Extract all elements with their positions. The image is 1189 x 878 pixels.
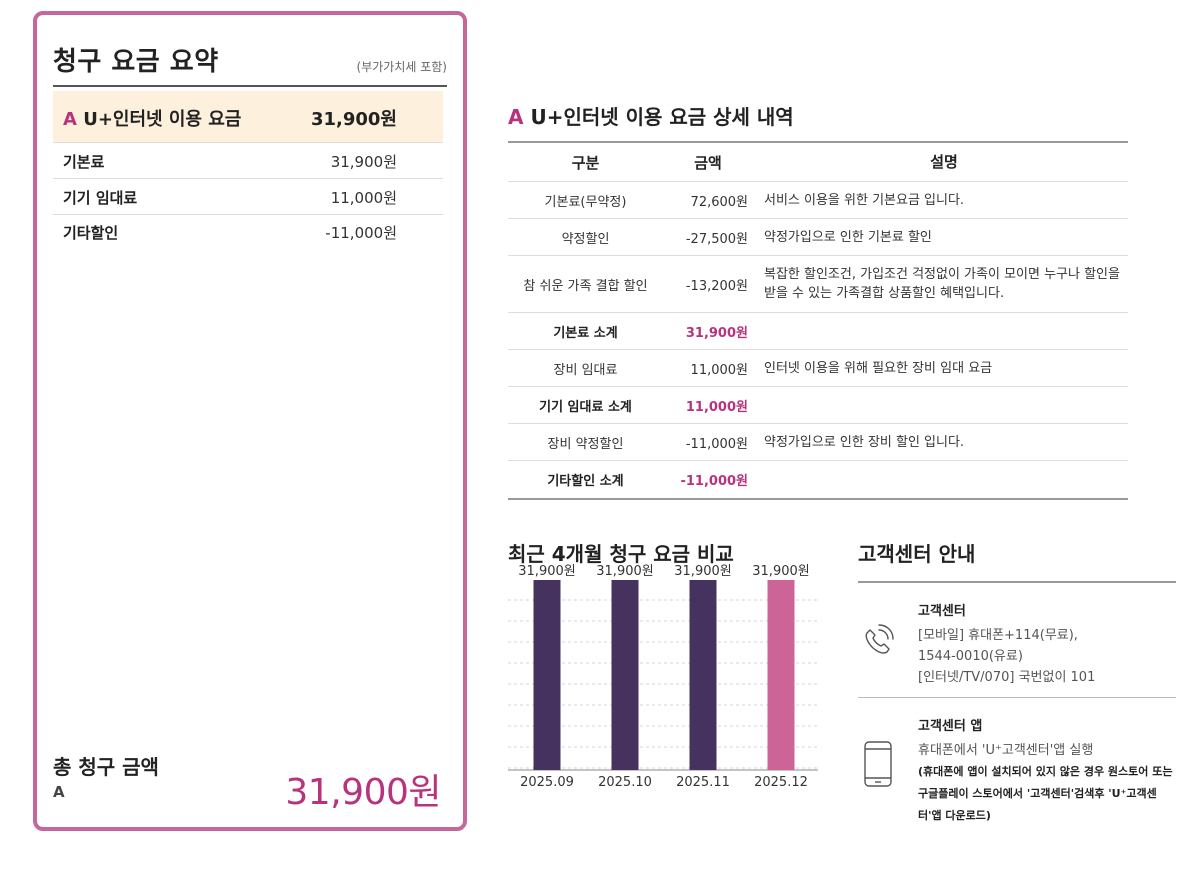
table-subtotal-row: 기기 임대료 소계 11,000원 xyxy=(508,387,1128,424)
summary-service-amount: 31,900원 xyxy=(310,109,397,130)
app-note: (휴대폰에 앱이 설치되어 있지 않은 경우 원스토어 또는 xyxy=(918,765,1173,778)
x-tick-label: 2025.10 xyxy=(598,775,652,790)
summary-row-label: 기타할인 xyxy=(63,224,119,242)
row-description xyxy=(764,313,1124,349)
summary-row-value: -11,000원 xyxy=(325,224,397,242)
table-header-row: 구분 금액 설명 xyxy=(508,143,1128,182)
bar-2025.11 xyxy=(689,580,717,770)
summary-service-name: A U+인터넷 이용 요금 xyxy=(63,105,241,131)
bill-comparison-chart: 31,900원 2025.09 31,900원 2025.10 31,900원 2025.… xyxy=(508,564,818,790)
row-amount: -11,000원 xyxy=(680,474,748,489)
vat-note: (부가가치세 포함) xyxy=(356,60,447,74)
row-description: 서비스 이용을 위한 기본요금 입니다. xyxy=(764,192,965,208)
table-subtotal-row: 기타할인 소계 -11,000원 xyxy=(508,461,1128,498)
row-category: 기타할인 소계 xyxy=(547,474,624,489)
detail-table: 구분 금액 설명 기본료(무약정) 72,600원 서비스 이용을 위한 기본요… xyxy=(508,141,1128,500)
detail-title: A U+인터넷 이용 요금 상세 내역 xyxy=(508,101,794,130)
detail-title-prefix: A xyxy=(508,105,524,129)
app-line: 휴대폰에서 'U⁺고객센터'앱 실행 xyxy=(918,743,1094,758)
table-row: 참 쉬운 가족 결합 할인 -13,200원 복잡한 할인조건, 가입조건 걱정… xyxy=(508,256,1128,313)
table-row: 약정할인 -27,500원 약정가입으로 인한 기본료 할인 xyxy=(508,219,1128,256)
x-tick-label: 2025.11 xyxy=(676,775,730,790)
service-name: U+인터넷 이용 요금 xyxy=(83,109,242,130)
x-tick-label: 2025.12 xyxy=(754,775,808,790)
header-amount: 금액 xyxy=(694,153,722,172)
bar-2025.10 xyxy=(611,580,639,770)
app-note: 터'앱 다운로드) xyxy=(918,809,991,822)
app-head: 고객센터 앱 xyxy=(918,719,983,734)
center-line: [모바일] 휴대폰+114(무료), xyxy=(918,628,1078,643)
center-head: 고객센터 xyxy=(918,604,966,619)
row-amount: -11,000원 xyxy=(685,436,748,452)
summary-row-label: 기기 임대료 xyxy=(63,189,138,207)
summary-header: 청구 요금 요약 (부가가치세 포함) xyxy=(53,41,447,87)
row-amount: 11,000원 xyxy=(690,362,748,378)
row-category: 장비 임대료 xyxy=(553,362,618,378)
center-line: 1544-0010(유료) xyxy=(918,649,1023,664)
row-category: 장비 약정할인 xyxy=(547,436,624,452)
table-row: 장비 약정할인 -11,000원 약정가입으로 인한 장비 할인 입니다. xyxy=(508,424,1128,461)
row-amount: 31,900원 xyxy=(685,325,748,341)
row-description xyxy=(764,387,1124,423)
table-subtotal-row: 기본료 소계 31,900원 xyxy=(508,313,1128,350)
row-category: 참 쉬운 가족 결합 할인 xyxy=(523,278,648,294)
center-line: [인터넷/TV/070] 국번없이 101 xyxy=(918,670,1096,685)
row-amount: -13,200원 xyxy=(685,278,748,294)
total-label: 총 청구 금액 xyxy=(53,755,159,779)
x-tick-label: 2025.09 xyxy=(520,775,574,790)
row-amount: 72,600원 xyxy=(690,194,748,210)
total-amount: 31,900원 xyxy=(285,772,441,813)
mobile-phone-icon xyxy=(864,741,892,787)
summary-row-other-discount: 기타할인 -11,000원 xyxy=(53,214,443,250)
customer-center-title: 고객센터 안내 xyxy=(858,542,976,566)
summary-row-value: 31,900원 xyxy=(330,153,397,171)
row-category: 기본료 소계 xyxy=(553,325,618,341)
data-label: 31,900원 xyxy=(752,564,809,579)
row-category: 약정할인 xyxy=(561,231,610,247)
summary-row-basic-fee: 기본료 31,900원 xyxy=(53,143,443,179)
row-amount: 11,000원 xyxy=(685,399,748,415)
row-description: 인터넷 이용을 위해 필요한 장비 임대 요금 xyxy=(764,360,993,376)
app-note: 구글플레이 스토어에서 '고객센터'검색후 'U⁺고객센 xyxy=(918,787,1157,800)
header-description: 설명 xyxy=(930,152,958,171)
summary-row-device-rental: 기기 임대료 11,000원 xyxy=(53,179,443,215)
divider xyxy=(858,581,1176,583)
table-row: 기본료(무약정) 72,600원 서비스 이용을 위한 기본요금 입니다. xyxy=(508,182,1128,219)
customer-center-app-info: 고객센터 앱 휴대폰에서 'U⁺고객센터'앱 실행 (휴대폰에 앱이 설치되어 … xyxy=(918,715,1183,827)
data-label: 31,900원 xyxy=(596,564,653,579)
summary-service-row: A U+인터넷 이용 요금 31,900원 xyxy=(53,91,443,143)
row-description: 약정가입으로 인한 장비 할인 입니다. xyxy=(764,434,965,450)
service-prefix: A xyxy=(63,109,77,130)
bar-2025.09 xyxy=(533,580,561,770)
row-amount: -27,500원 xyxy=(685,231,748,247)
summary-row-value: 11,000원 xyxy=(330,189,397,207)
header-category: 구분 xyxy=(571,153,600,172)
divider xyxy=(858,697,1176,698)
data-label: 31,900원 xyxy=(674,564,731,579)
customer-center-info: 고객센터 [모바일] 휴대폰+114(무료), 1544-0010(유료) [인… xyxy=(918,600,1183,688)
data-label: 31,900원 xyxy=(518,564,575,579)
row-category: 기본료(무약정) xyxy=(544,194,627,210)
row-description: 약정가입으로 인한 기본료 할인 xyxy=(764,229,932,245)
headset-phone-icon xyxy=(865,624,894,654)
total-subscriber: A xyxy=(53,783,65,801)
table-row: 장비 임대료 11,000원 인터넷 이용을 위해 필요한 장비 임대 요금 xyxy=(508,350,1128,387)
summary-row-label: 기본료 xyxy=(63,153,105,171)
bill-summary-card: 청구 요금 요약 (부가가치세 포함) A U+인터넷 이용 요금 31,900… xyxy=(33,11,467,831)
row-category: 기기 임대료 소계 xyxy=(539,399,632,415)
summary-title: 청구 요금 요약 xyxy=(53,47,219,77)
row-description xyxy=(764,461,1124,498)
row-description: 복잡한 할인조건, 가입조건 걱정없이 가족이 모이면 누구나 할인을 받을 수… xyxy=(764,267,1120,301)
detail-title-text: U+인터넷 이용 요금 상세 내역 xyxy=(530,105,794,129)
bar-2025.12 xyxy=(767,580,795,770)
chart-title: 최근 4개월 청구 요금 비교 xyxy=(508,542,734,566)
